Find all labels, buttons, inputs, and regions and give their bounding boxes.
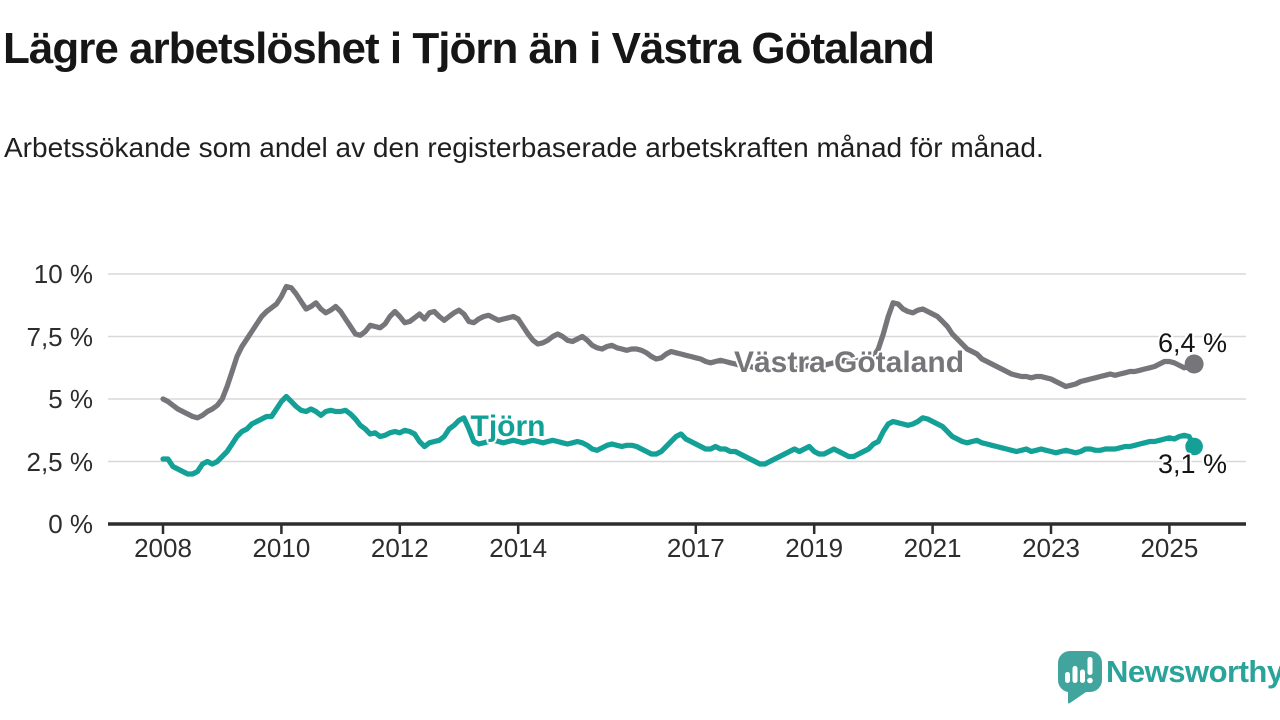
series-label-vastra-gotaland: Västra Götaland xyxy=(733,346,965,379)
newsworthy-logo-text: Newsworthy xyxy=(1106,654,1280,689)
newsworthy-logo-icon xyxy=(1057,651,1102,704)
x-axis-label: 2012 xyxy=(370,533,429,563)
x-axis-label: 2019 xyxy=(785,533,844,563)
chart-subtitle: Arbetssökande som andel av den registerb… xyxy=(4,132,1044,163)
y-axis-label: 7,5 % xyxy=(26,321,94,352)
series-endpoint-tjorn xyxy=(1185,437,1203,456)
y-axis-label: 0 % xyxy=(48,509,93,539)
chart-title: Lägre arbetslöshet i Tjörn än i Västra G… xyxy=(3,24,935,73)
chart-svg xyxy=(108,273,1246,534)
y-axis-label: 2,5 % xyxy=(26,446,94,477)
x-axis-label: 2023 xyxy=(1022,533,1080,563)
series-endpoint-vastra-gotaland xyxy=(1184,354,1204,374)
series-line-vastra-gotaland xyxy=(160,283,1197,421)
newsworthy-logo: Newsworthy xyxy=(1056,649,1280,705)
series-line-tjorn xyxy=(160,393,1197,477)
x-axis-label: 2010 xyxy=(252,533,311,563)
x-axis-label: 2021 xyxy=(903,533,962,563)
end-value-label-vastra-gotaland: 6,4 % xyxy=(1157,328,1227,358)
y-axis-label: 10 % xyxy=(33,259,93,289)
x-axis-label: 2014 xyxy=(489,533,548,563)
x-axis-label: 2017 xyxy=(666,533,725,563)
x-axis-label: 2008 xyxy=(134,533,192,563)
end-value-label-tjorn: 3,1 % xyxy=(1157,449,1227,479)
x-axis-label: 2025 xyxy=(1140,533,1199,563)
series-label-tjorn: Tjörn xyxy=(470,410,546,443)
y-axis-label: 5 % xyxy=(48,384,93,414)
